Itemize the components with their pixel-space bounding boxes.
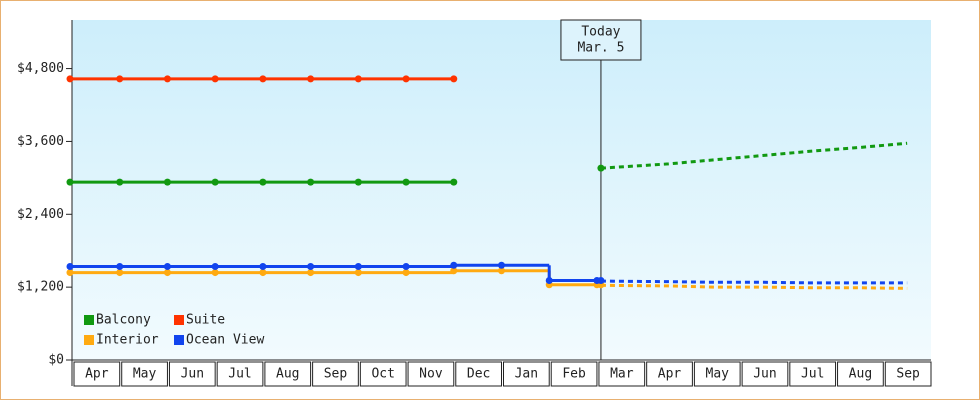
marker <box>259 269 267 277</box>
x-tick-box <box>264 361 312 387</box>
marker <box>163 269 171 277</box>
x-tick-box <box>359 361 407 387</box>
today-label: Today <box>581 25 620 40</box>
x-tick-label: Apr <box>658 367 682 382</box>
marker <box>211 75 219 83</box>
marker <box>307 269 315 277</box>
x-tick-box <box>168 361 216 387</box>
marker <box>259 75 267 83</box>
x-tick-box <box>407 361 455 387</box>
x-tick-label: May <box>706 367 730 382</box>
forecast-line <box>600 283 908 290</box>
x-tick-label: Jul <box>801 367 824 382</box>
marker <box>163 75 171 83</box>
marker <box>66 75 74 83</box>
marker <box>402 75 410 83</box>
legend-label: Ocean View <box>186 333 264 348</box>
x-tick-label: Jan <box>515 367 538 382</box>
x-tick-label: Apr <box>85 367 109 382</box>
x-tick-box <box>693 361 741 387</box>
marker <box>66 263 74 270</box>
x-tick-box <box>550 361 598 387</box>
marker <box>163 263 171 270</box>
marker <box>66 269 74 277</box>
x-tick-box <box>121 361 168 387</box>
x-tick-label: Sep <box>896 367 920 382</box>
legend-label: Balcony <box>96 313 151 328</box>
x-tick-label: May <box>133 367 157 382</box>
marker <box>450 75 458 83</box>
marker <box>307 75 315 83</box>
y-tick-label: $3,600 <box>17 134 64 149</box>
x-tick-box <box>837 361 884 387</box>
marker <box>354 263 362 270</box>
marker <box>402 269 410 277</box>
y-tick-label: $4,800 <box>17 61 64 76</box>
x-tick-label: Feb <box>562 367 586 382</box>
plot-area <box>72 20 931 360</box>
x-tick-label: Sep <box>324 367 348 382</box>
marker <box>354 75 362 83</box>
marker <box>450 261 458 269</box>
marker <box>498 267 505 275</box>
x-tick-label: Dec <box>467 367 490 382</box>
marker <box>211 263 219 270</box>
x-tick-box <box>455 361 502 387</box>
x-tick-label: Jun <box>753 367 776 382</box>
x-tick-box <box>646 361 693 387</box>
forecast-line <box>600 279 908 285</box>
x-tick-box <box>884 361 932 387</box>
marker <box>259 178 267 186</box>
marker <box>498 261 505 269</box>
legend-swatch <box>174 315 184 325</box>
today-label: Mar. 5 <box>577 41 624 56</box>
marker <box>211 269 219 277</box>
x-tick-label: Aug <box>849 367 872 382</box>
marker <box>66 178 74 186</box>
marker <box>450 178 458 186</box>
marker <box>116 269 124 277</box>
marker <box>116 178 124 186</box>
x-tick-label: Nov <box>419 367 443 382</box>
marker <box>307 263 315 270</box>
legend-swatch <box>174 335 184 345</box>
y-tick-label: $2,400 <box>17 207 64 222</box>
marker <box>259 263 267 270</box>
x-tick-label: Jul <box>228 367 251 382</box>
marker <box>116 75 124 83</box>
x-tick-box <box>503 361 550 387</box>
marker <box>402 178 410 186</box>
legend-swatch <box>84 315 94 325</box>
marker <box>163 178 171 186</box>
marker <box>307 178 315 186</box>
x-tick-box <box>789 361 837 387</box>
x-tick-box <box>73 361 121 387</box>
marker <box>545 276 553 284</box>
x-tick-box <box>598 361 646 387</box>
x-tick-label: Aug <box>276 367 299 382</box>
y-tick-label: $1,200 <box>17 280 64 295</box>
marker <box>354 269 362 277</box>
legend-swatch <box>84 335 94 345</box>
legend-label: Suite <box>186 313 225 328</box>
marker <box>116 263 124 270</box>
x-tick-box <box>216 361 264 387</box>
x-tick-label: Jun <box>181 367 204 382</box>
marker <box>211 178 219 186</box>
marker <box>450 267 458 275</box>
x-tick-box <box>741 361 789 387</box>
x-tick-label: Mar <box>610 367 634 382</box>
marker <box>402 263 410 270</box>
x-tick-label: Oct <box>371 367 394 382</box>
forecast-line <box>600 141 908 170</box>
today-box <box>560 19 642 61</box>
x-tick-box <box>312 361 359 387</box>
y-tick-label: $0 <box>48 353 64 368</box>
legend-label: Interior <box>96 333 159 348</box>
marker <box>354 178 362 186</box>
